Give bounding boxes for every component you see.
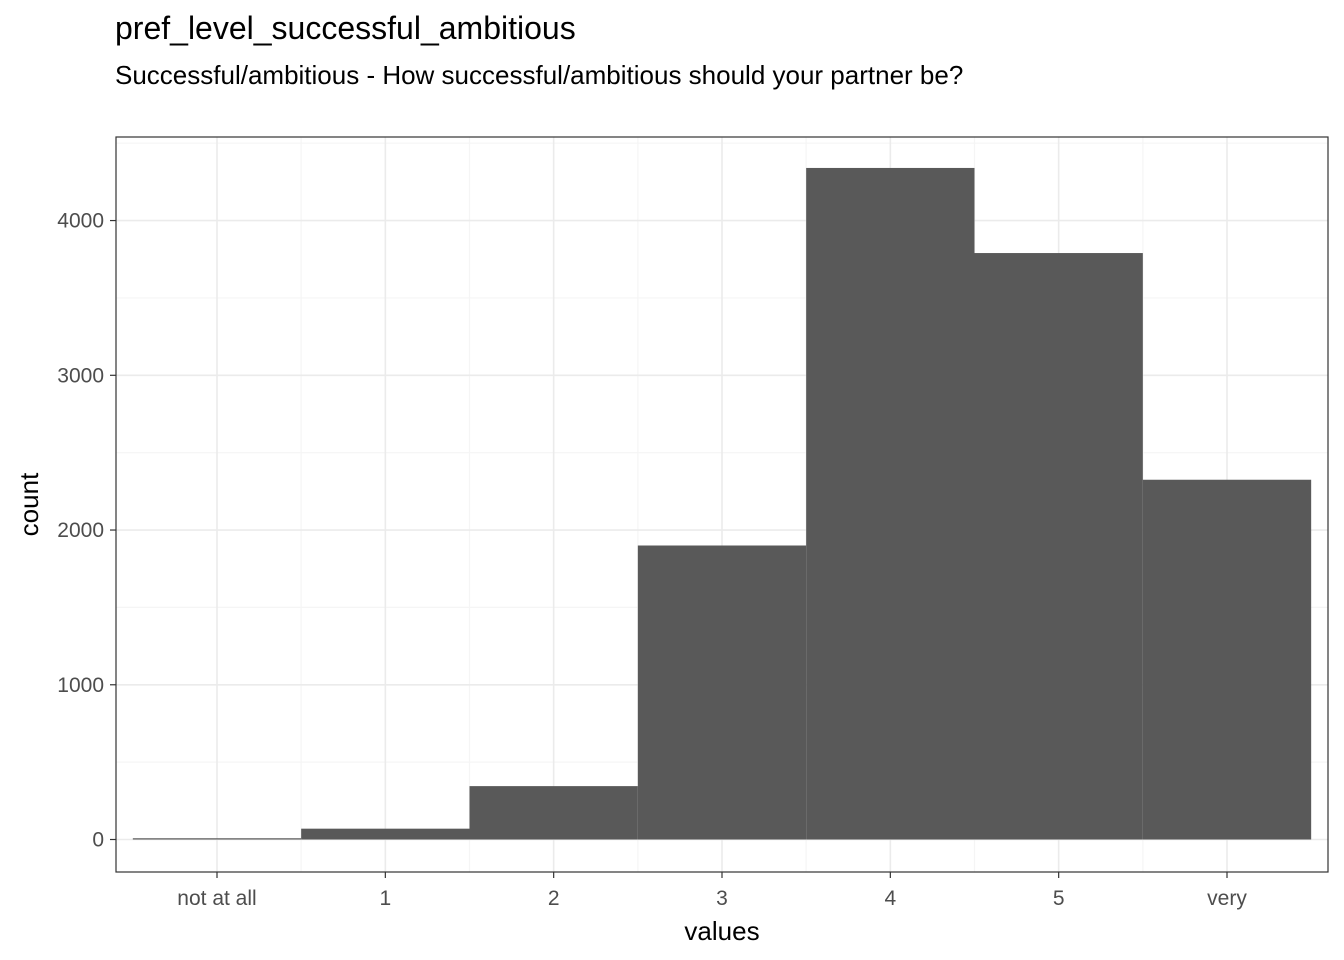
y-axis-title: count — [14, 472, 44, 536]
x-tick-label: 4 — [884, 887, 896, 910]
x-tick-label: 2 — [548, 887, 560, 910]
bar-2 — [469, 786, 638, 840]
bar-3 — [637, 545, 807, 840]
bar-5 — [974, 253, 1143, 840]
x-axis: not at all 1 2 3 4 5 very — [177, 872, 1247, 910]
y-axis: 0 1000 2000 3000 4000 — [57, 210, 116, 852]
bar-4 — [806, 167, 975, 840]
x-axis-title: values — [684, 916, 759, 946]
x-tick-label: very — [1207, 887, 1247, 910]
chart-subtitle: Successful/ambitious - How successful/am… — [115, 60, 964, 90]
y-tick-label: 4000 — [57, 210, 104, 233]
y-tick-label: 3000 — [57, 364, 104, 387]
x-tick-label: 3 — [716, 887, 728, 910]
y-tick-label: 1000 — [57, 674, 104, 697]
chart-title: pref_level_successful_ambitious — [115, 10, 576, 46]
bars — [132, 167, 1312, 840]
x-tick-label: not at all — [177, 887, 256, 910]
y-tick-label: 0 — [92, 829, 104, 852]
y-tick-label: 2000 — [57, 519, 104, 542]
bar-1 — [301, 828, 470, 840]
bar-very — [1142, 479, 1312, 840]
x-tick-label: 5 — [1053, 887, 1065, 910]
x-tick-label: 1 — [379, 887, 391, 910]
bar-not-at-all — [132, 838, 302, 840]
